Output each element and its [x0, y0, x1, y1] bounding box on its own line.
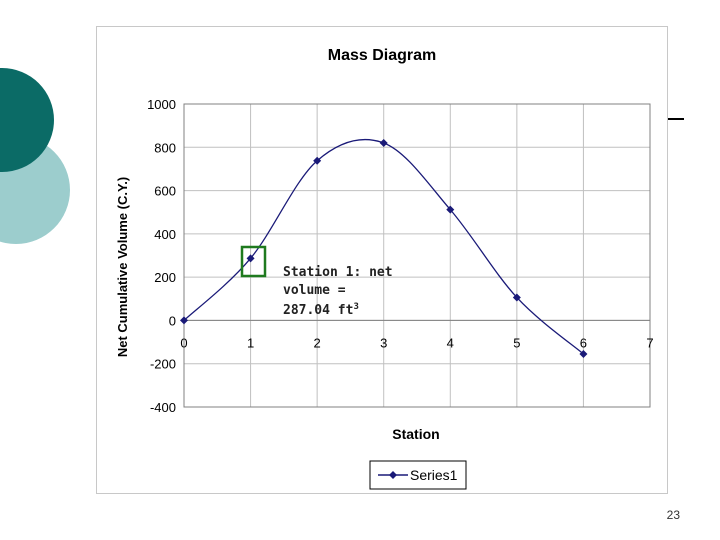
x-axis-label: Station [392, 426, 439, 442]
x-tick-label: 7 [646, 335, 653, 350]
y-axis-label: Net Cumulative Volume (C.Y.) [115, 177, 130, 357]
dash-mark [666, 118, 684, 120]
y-tick-label: 400 [154, 227, 176, 242]
annotation-line-2: volume = [283, 283, 346, 298]
legend-series-label: Series1 [410, 467, 458, 483]
data-point [180, 316, 188, 325]
annotation-line-3: 287.04 ft3 [283, 302, 359, 318]
annotation-line-1: Station 1: net [283, 265, 393, 280]
data-point [446, 205, 455, 214]
chart-frame: Mass Diagram -400 -200 0 200 400 600 800 1000 0 1… [96, 26, 668, 494]
x-tick-label: 6 [580, 335, 587, 350]
data-point [512, 293, 521, 302]
y-tick-label: -400 [150, 400, 176, 415]
plot-area-border [183, 103, 651, 408]
x-tick-label: 3 [380, 335, 387, 350]
dark-teal-circle-decoration [0, 68, 54, 172]
x-tick-label: 1 [247, 335, 254, 350]
y-tick-label: 1000 [147, 97, 176, 112]
legend-series-marker [389, 471, 397, 479]
chart-title: Mass Diagram [328, 47, 437, 64]
x-tick-label: 4 [447, 335, 454, 350]
grid-layer [183, 103, 651, 408]
axis-layer: -400 -200 0 200 400 600 800 1000 0 1 2 3 4 5 6 7 [147, 97, 654, 415]
y-tick-label: -200 [150, 357, 176, 372]
x-tick-label: 5 [513, 335, 520, 350]
data-point [313, 156, 322, 165]
mass-diagram-chart: Mass Diagram -400 -200 0 200 400 600 800 1000 0 1… [115, 47, 654, 490]
station-1-highlight-box [240, 245, 267, 278]
series-layer [180, 138, 588, 358]
data-point [246, 254, 255, 263]
annotation-volume: 287.04 ft [283, 303, 353, 318]
annotation-layer: Station 1: net volume = 287.04 ft3 [240, 245, 393, 318]
data-point [379, 138, 388, 147]
y-tick-label: 200 [154, 270, 176, 285]
y-tick-label: 0 [169, 313, 176, 328]
decorative-circles [0, 68, 70, 244]
y-tick-label: 800 [154, 140, 176, 155]
x-tick-label: 2 [314, 335, 321, 350]
annotation-superscript: 3 [353, 302, 358, 312]
data-point [579, 349, 588, 358]
legend: Series1 [369, 460, 467, 490]
x-tick-label: 0 [180, 335, 187, 350]
y-tick-label: 600 [154, 184, 176, 199]
page-number: 23 [666, 508, 680, 522]
